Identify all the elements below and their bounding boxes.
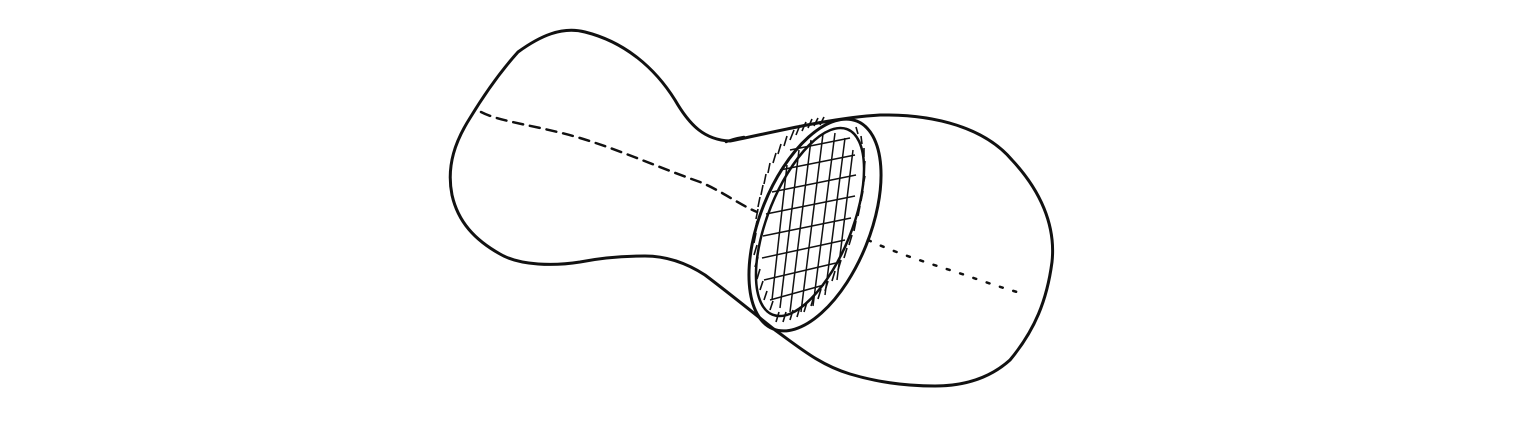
cross-section-inner-ellipse bbox=[754, 126, 866, 318]
peanut-surface-outline bbox=[448, 28, 1055, 388]
dotted-axis-line-right bbox=[866, 238, 1019, 294]
rim-hatching bbox=[753, 116, 866, 323]
waist-overlap-stroke bbox=[724, 135, 746, 144]
dashed-axis-line-left bbox=[479, 110, 759, 214]
cross-section-outer-ellipse bbox=[747, 117, 883, 333]
cross-section-grid-hatching bbox=[761, 132, 857, 313]
